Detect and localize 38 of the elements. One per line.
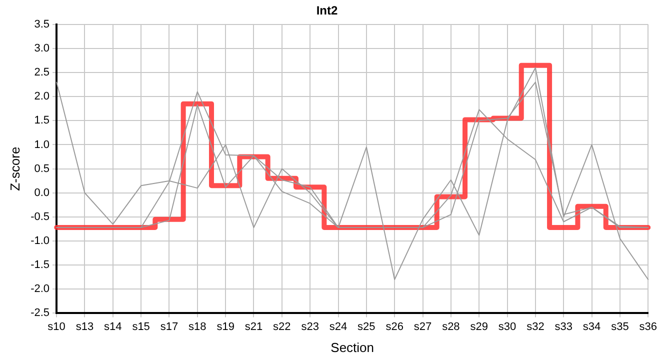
y-tick-label: -0.5 (30, 210, 50, 223)
x-tick-label: s22 (273, 320, 291, 333)
chart-title: Int2 (316, 4, 338, 18)
y-tick-label: 1.5 (34, 114, 50, 127)
x-tick-label: s34 (582, 320, 601, 333)
y-tick-label: -2.0 (30, 283, 50, 296)
y-tick-label: 2.0 (34, 90, 50, 103)
x-tick-label: s23 (301, 320, 319, 333)
x-tick-label: s32 (526, 320, 544, 333)
x-axis-title: Section (330, 340, 374, 355)
y-tick-label: 0.5 (34, 162, 50, 175)
y-tick-label: 3.0 (34, 42, 50, 54)
y-tick-label: -2.5 (30, 307, 50, 320)
x-tick-label: s13 (76, 320, 94, 333)
x-tick-label: s25 (358, 320, 376, 333)
x-tick-label: s24 (329, 320, 348, 333)
x-tick-label: s28 (442, 320, 460, 333)
x-tick-label: s19 (216, 320, 234, 333)
x-tick-label: s21 (244, 320, 263, 333)
y-tick-label: 2.5 (34, 66, 50, 79)
y-axis-title: Z-score (7, 146, 22, 191)
y-tick-label: 3.5 (34, 18, 50, 30)
x-tick-label: s35 (611, 320, 629, 333)
x-tick-label: s36 (639, 320, 658, 333)
x-tick-label: s15 (132, 320, 150, 333)
y-tick-label: 1.0 (34, 138, 50, 151)
x-tick-label: s10 (48, 320, 66, 333)
y-tick-label: -1.5 (30, 259, 50, 272)
x-tick-label: s30 (498, 320, 516, 333)
x-tick-label: s27 (414, 320, 432, 333)
y-tick-label: 0.0 (34, 186, 50, 199)
x-tick-label: s18 (188, 320, 206, 333)
y-tick-label: -1.0 (30, 235, 50, 248)
x-tick-label: s29 (470, 320, 488, 333)
x-tick-label: s26 (386, 320, 404, 333)
x-tick-label: s33 (554, 320, 572, 333)
x-tick-label: s14 (104, 320, 122, 333)
x-tick-label: s17 (160, 320, 178, 333)
